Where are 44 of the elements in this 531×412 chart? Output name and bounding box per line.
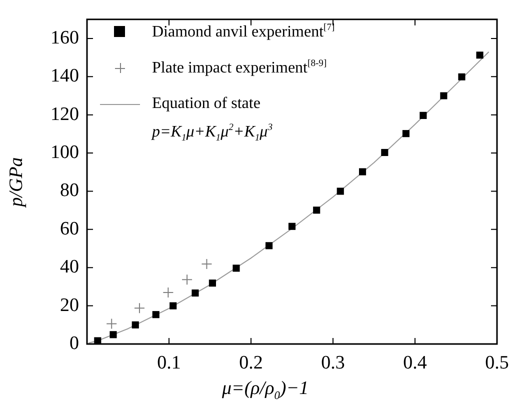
y-tick-label: 60: [60, 218, 79, 240]
point: [110, 331, 117, 338]
y-tick-label: 100: [50, 142, 79, 164]
x-axis-title: μ=(ρ/ρ$_{0}$)−1: [222, 378, 309, 402]
x-tick-label: 0.5: [485, 352, 509, 374]
point: [162, 286, 174, 298]
y-tick-label: 40: [60, 256, 79, 278]
point: [458, 73, 466, 80]
point: [358, 168, 366, 176]
point: [192, 289, 199, 297]
point: [201, 258, 212, 270]
legend-label: Diamond anvil experiment$^{[7]}$: [152, 22, 335, 42]
point: [440, 92, 448, 100]
y-tick-label: 140: [50, 66, 79, 87]
x-tick-label: 0.1: [157, 352, 181, 374]
point: [232, 264, 240, 272]
point: [182, 274, 193, 286]
point: [170, 302, 177, 310]
point: [402, 130, 410, 138]
point: [106, 318, 118, 330]
legend-label: Equation of state: [152, 95, 260, 113]
point: [476, 52, 484, 59]
point: [336, 188, 344, 195]
point: [381, 148, 388, 156]
y-axis-title: p/GPa: [6, 156, 27, 206]
point: [288, 222, 296, 230]
text: p=K$_{1}$μ+K$_{1}$μ$^{2}$+K$_{1}$μ$^{3}$: [152, 122, 272, 144]
x-tick-label: 0.3: [321, 352, 345, 374]
point: [420, 112, 427, 119]
point: [152, 311, 160, 318]
point: [94, 337, 102, 344]
point: [266, 242, 273, 250]
point: [208, 280, 216, 287]
y-tick-label: 80: [60, 180, 79, 202]
point: [134, 302, 145, 314]
point: [132, 321, 139, 328]
legend-label: Plate impact experiment$^{[8-9]}$: [152, 58, 327, 78]
y-tick-label: 120: [50, 104, 79, 125]
y-tick-label: 0: [70, 332, 79, 354]
y-tick-label: 160: [50, 27, 79, 48]
y-tick-label: 20: [60, 294, 79, 316]
point: [313, 206, 320, 214]
x-tick-label: 0.2: [239, 352, 263, 374]
x-tick-label: 0.4: [403, 352, 428, 374]
